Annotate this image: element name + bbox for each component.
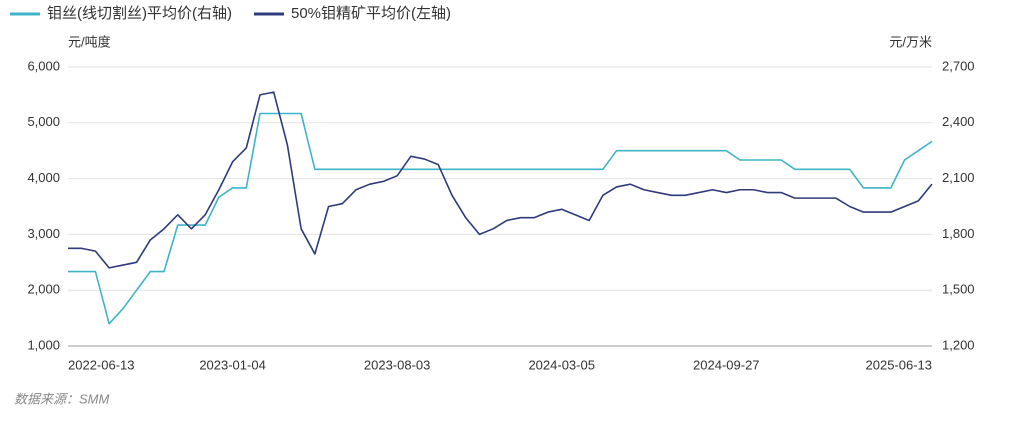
legend-label: 钼丝(线切割丝)平均价(右轴) (47, 5, 232, 22)
y-tick-label: 5,000 (27, 114, 60, 129)
y-tick-label: 2,000 (27, 282, 60, 297)
y-unit-label: 元/吨度 (68, 34, 111, 49)
y2-tick-label: 1,500 (942, 282, 975, 297)
series-line (68, 91, 933, 269)
y2-tick-label: 1,800 (942, 226, 975, 241)
y2-unit-label: 元/万米 (889, 34, 932, 49)
x-tick-label: 2024-09-27 (693, 357, 760, 372)
y-tick-label: 4,000 (27, 170, 60, 185)
x-tick-label: 2025-06-13 (866, 357, 933, 372)
legend-label: 50%钼精矿平均价(左轴) (291, 5, 451, 22)
series-line (68, 112, 933, 325)
x-tick-label: 2023-01-04 (199, 357, 266, 372)
x-tick-label: 2024-03-05 (528, 357, 595, 372)
y2-tick-label: 2,700 (942, 58, 975, 73)
y-tick-label: 6,000 (27, 58, 60, 73)
y2-tick-label: 1,200 (942, 337, 975, 352)
x-tick-label: 2022-06-13 (68, 357, 135, 372)
y2-tick-label: 2,100 (942, 170, 975, 185)
x-tick-label: 2023-08-03 (364, 357, 431, 372)
y-tick-label: 1,000 (27, 337, 60, 352)
y2-tick-label: 2,400 (942, 114, 975, 129)
y-tick-label: 3,000 (27, 226, 60, 241)
source-note: 数据来源：SMM (14, 391, 110, 406)
